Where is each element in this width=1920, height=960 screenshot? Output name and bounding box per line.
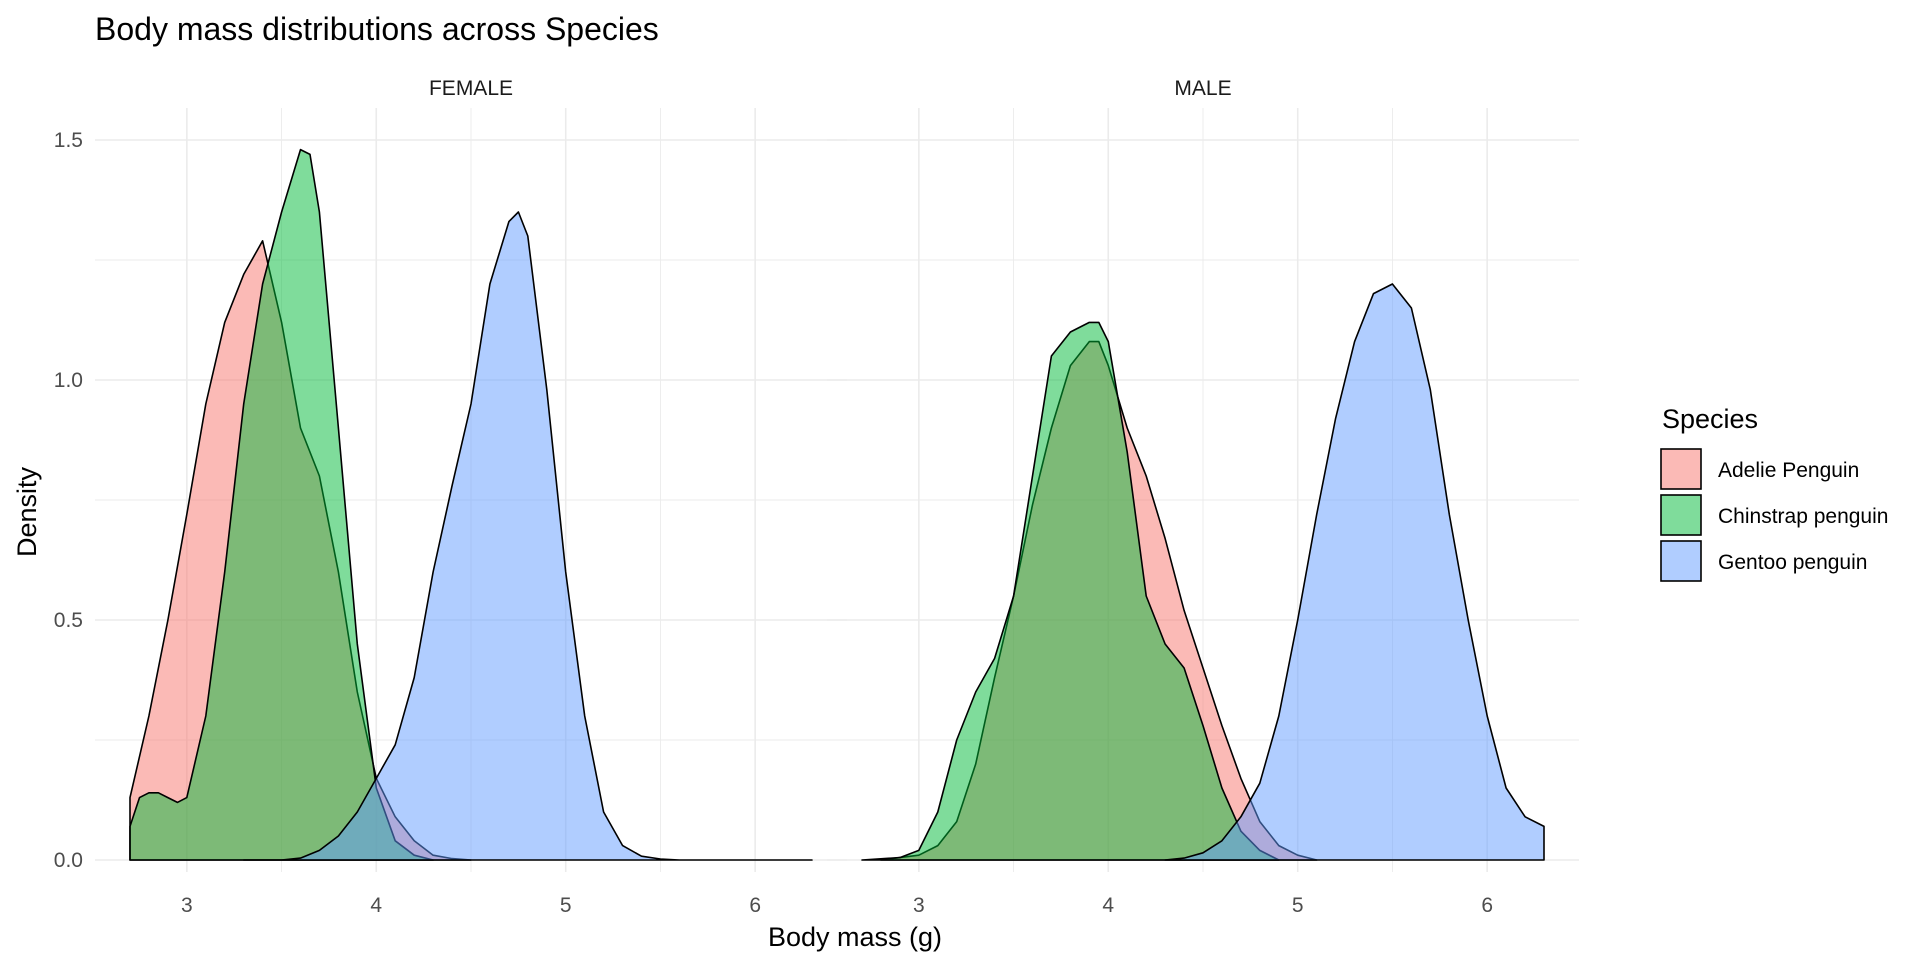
x-axis-label: Body mass (g) — [768, 922, 942, 952]
x-tick-label: 6 — [1481, 894, 1493, 917]
x-tick-label: 3 — [181, 894, 193, 917]
legend-label: Adelie Penguin — [1718, 459, 1859, 482]
facet-label: MALE — [1174, 77, 1231, 100]
density-area-gentoo-penguin — [242, 211, 813, 861]
y-tick-label: 1.0 — [54, 369, 83, 392]
legend-title: Species — [1662, 404, 1758, 434]
legend-swatch — [1660, 540, 1702, 582]
legend-label: Chinstrap penguin — [1718, 505, 1888, 528]
x-tick-label: 6 — [749, 894, 761, 917]
panel-female: FEMALE 3 4 5 6 — [95, 77, 847, 917]
y-axis-ticks: 0.0 0.5 1.0 1.5 — [54, 129, 83, 872]
y-tick-label: 0.5 — [54, 609, 83, 632]
x-tick-label: 4 — [370, 894, 382, 917]
legend: Species Adelie Penguin Chinstrap penguin G… — [1660, 404, 1888, 582]
facet-label: FEMALE — [429, 77, 513, 100]
x-tick-label: 5 — [1292, 894, 1304, 917]
x-tick-label: 3 — [913, 894, 925, 917]
y-axis-label: Density — [12, 466, 42, 557]
y-tick-label: 0.0 — [54, 849, 83, 872]
legend-swatch — [1660, 494, 1702, 536]
y-tick-label: 1.5 — [54, 129, 83, 152]
chart-title: Body mass distributions across Species — [95, 11, 659, 47]
density-area-gentoo-penguin — [1164, 283, 1545, 861]
panel-male: MALE 3 4 5 6 — [827, 77, 1579, 917]
density-area-chinstrap-penguin — [861, 321, 1280, 861]
x-tick-label: 4 — [1102, 894, 1114, 917]
x-tick-label: 5 — [560, 894, 572, 917]
legend-label: Gentoo penguin — [1718, 551, 1867, 574]
legend-swatch — [1660, 448, 1702, 490]
